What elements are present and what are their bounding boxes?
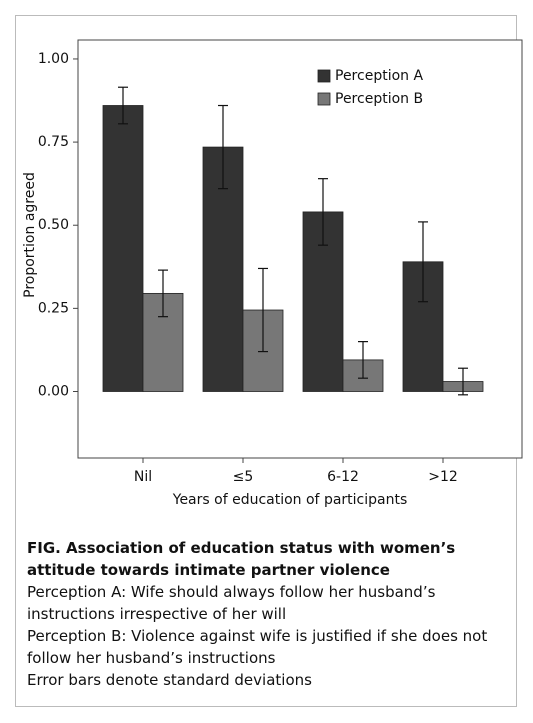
y-tick-label: 0.00 — [38, 383, 69, 399]
legend-swatch — [317, 69, 331, 83]
y-axis-label: Proportion agreed — [22, 172, 38, 298]
legend-label: Perception B — [335, 91, 423, 107]
x-tick-label: ≤5 — [233, 469, 254, 485]
x-tick-label: Nil — [134, 469, 152, 485]
legend-label: Perception A — [335, 68, 423, 84]
caption-note: Error bars denote standard deviations — [27, 671, 312, 689]
caption-note: Perception B: Violence against wife is j… — [27, 627, 488, 667]
bar — [102, 105, 144, 392]
chart: Years of education of participants Propo… — [22, 39, 523, 508]
y-tick-label: 0.50 — [38, 217, 69, 233]
bar — [202, 146, 244, 392]
y-tick-label: 1.00 — [38, 51, 69, 67]
caption-note: Perception A: Wife should always follow … — [27, 583, 436, 623]
legend-swatch — [317, 92, 331, 106]
y-tick-label: 0.75 — [38, 134, 69, 150]
x-tick-label: >12 — [428, 469, 458, 485]
caption: FIG. Association of education status wit… — [27, 537, 507, 691]
plot-area — [77, 39, 523, 459]
caption-title: FIG. Association of education status wit… — [27, 539, 456, 579]
x-tick-label: 6-12 — [327, 469, 359, 485]
x-axis-label: Years of education of participants — [172, 492, 408, 508]
y-tick-label: 0.25 — [38, 300, 69, 316]
